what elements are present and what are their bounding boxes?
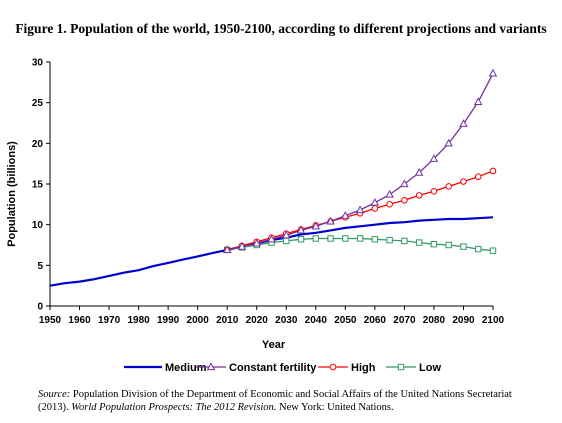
data-point bbox=[429, 154, 439, 162]
data-point bbox=[445, 183, 453, 190]
data-point bbox=[459, 119, 468, 127]
data-point bbox=[460, 243, 467, 250]
x-tick-label: 1970 bbox=[98, 315, 121, 326]
data-point bbox=[460, 178, 467, 185]
x-tick-label: 1950 bbox=[39, 315, 62, 326]
x-tick-label: 2100 bbox=[482, 315, 505, 326]
legend-label: Low bbox=[419, 362, 441, 374]
axes: 0 5 10 15 20 25 30 1950 1960 1970 1980 1990 2000 2010… bbox=[6, 58, 505, 352]
series-line bbox=[227, 73, 494, 251]
data-point bbox=[444, 138, 453, 147]
data-point bbox=[327, 235, 334, 242]
y-tick-label: 10 bbox=[32, 220, 44, 231]
legend-item-medium: Medium bbox=[124, 362, 207, 374]
data-point bbox=[415, 239, 423, 246]
data-point bbox=[489, 247, 497, 254]
source-line1: Population Division of the Department of… bbox=[70, 389, 512, 400]
series-medium bbox=[49, 216, 494, 287]
data-point bbox=[311, 221, 321, 230]
data-point bbox=[296, 225, 306, 234]
data-point bbox=[222, 245, 232, 253]
x-tick-label: 2060 bbox=[364, 315, 387, 326]
data-point bbox=[386, 236, 393, 244]
x-tick-label: 2070 bbox=[393, 315, 416, 326]
x-tick-label: 1990 bbox=[157, 315, 180, 326]
data-point bbox=[312, 235, 320, 242]
x-tick-label: 2000 bbox=[187, 315, 210, 326]
data-point bbox=[414, 167, 424, 176]
x-tick-label: 2050 bbox=[334, 315, 357, 326]
legend: Medium Constant fertility High Low bbox=[124, 362, 441, 374]
data-point bbox=[401, 237, 408, 245]
data-point bbox=[475, 245, 482, 253]
data-point bbox=[371, 236, 379, 243]
data-point bbox=[342, 235, 349, 242]
data-point bbox=[326, 216, 335, 225]
data-point bbox=[370, 198, 380, 206]
x-tick-label: 2090 bbox=[452, 315, 475, 326]
data-point bbox=[385, 189, 394, 198]
legend-swatch-marker bbox=[329, 363, 337, 371]
source-line2-end: New York: United Nations. bbox=[276, 402, 394, 413]
data-point bbox=[267, 234, 276, 243]
legend-label: High bbox=[351, 362, 376, 374]
legend-item-constant-fertility: Constant fertility bbox=[196, 362, 317, 374]
data-point bbox=[489, 167, 497, 175]
data-point bbox=[252, 238, 261, 247]
legend-item-high: High bbox=[318, 362, 376, 374]
x-tick-label: 1960 bbox=[68, 315, 91, 326]
data-point bbox=[401, 196, 408, 204]
x-tick-label: 2040 bbox=[305, 315, 328, 326]
data-point bbox=[356, 235, 364, 242]
x-tick-label: 2010 bbox=[216, 315, 239, 326]
data-point bbox=[371, 205, 379, 212]
data-point bbox=[430, 188, 438, 195]
data-point bbox=[237, 241, 247, 250]
legend-swatch-marker bbox=[397, 363, 405, 371]
data-point bbox=[415, 192, 423, 199]
legend-label: Medium bbox=[165, 362, 207, 374]
data-point bbox=[282, 230, 291, 239]
series-constant-fertility bbox=[222, 68, 498, 253]
source-prefix: Source: bbox=[38, 389, 71, 400]
series-layer bbox=[49, 68, 498, 287]
data-point bbox=[297, 236, 305, 243]
series-low bbox=[224, 235, 497, 254]
x-tick-label: 2080 bbox=[423, 315, 446, 326]
y-tick-label: 15 bbox=[32, 180, 44, 191]
x-tick-label: 1980 bbox=[127, 315, 150, 326]
y-tick-label: 20 bbox=[32, 139, 44, 150]
data-point bbox=[445, 241, 452, 249]
legend-item-low: Low bbox=[386, 362, 441, 374]
source-note: Source: Population Division of the Depar… bbox=[38, 388, 543, 414]
series-line bbox=[49, 216, 494, 287]
data-point bbox=[386, 201, 393, 208]
y-tick-label: 0 bbox=[37, 302, 43, 313]
data-point bbox=[283, 237, 290, 245]
source-italic-title: World Population Prospects: The 2012 Rev… bbox=[71, 402, 277, 413]
legend-label: Constant fertility bbox=[229, 362, 317, 374]
y-tick-label: 30 bbox=[32, 58, 44, 69]
data-point bbox=[430, 240, 438, 248]
data-point bbox=[474, 173, 482, 180]
figure-title: Figure 1. Population of the world, 1950-… bbox=[15, 21, 547, 36]
y-axis-title: Population (billions) bbox=[6, 141, 18, 247]
source-line2-start: (2013). bbox=[38, 402, 72, 413]
data-point bbox=[400, 179, 409, 188]
data-point bbox=[341, 211, 350, 219]
x-tick-label: 2020 bbox=[246, 315, 269, 326]
legend-swatch-marker bbox=[206, 362, 216, 371]
y-tick-label: 25 bbox=[32, 98, 44, 109]
data-point bbox=[473, 97, 483, 105]
data-point bbox=[355, 205, 365, 214]
y-tick-label: 5 bbox=[37, 261, 43, 272]
x-axis-title: Year bbox=[262, 339, 286, 351]
data-point bbox=[488, 68, 498, 77]
x-tick-label: 2030 bbox=[275, 315, 298, 326]
